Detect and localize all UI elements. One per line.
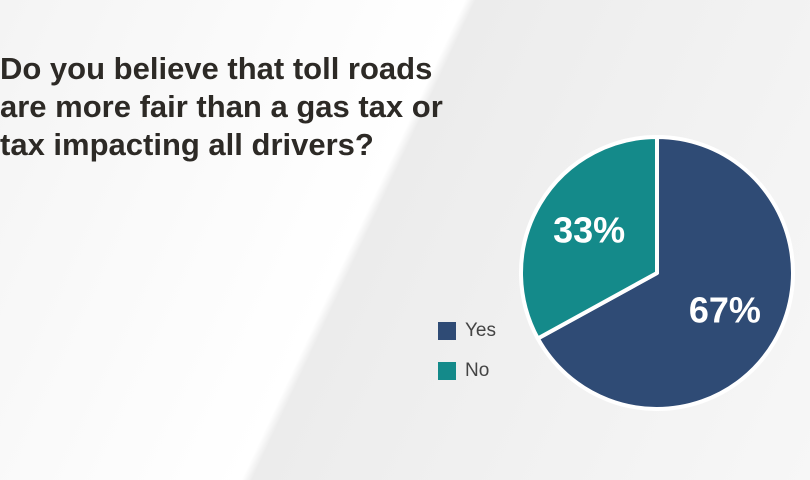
data-label: 33%: [553, 209, 625, 250]
pie-slice: [519, 135, 659, 341]
chart-title: Do you believe that toll roads are more …: [0, 51, 443, 162]
pie-slice: [535, 135, 795, 411]
legend-label: No: [465, 360, 489, 381]
data-label: 67%: [689, 290, 761, 331]
legend-label: Yes: [465, 320, 496, 341]
legend-swatch: [438, 362, 456, 380]
legend-swatch: [438, 322, 456, 340]
